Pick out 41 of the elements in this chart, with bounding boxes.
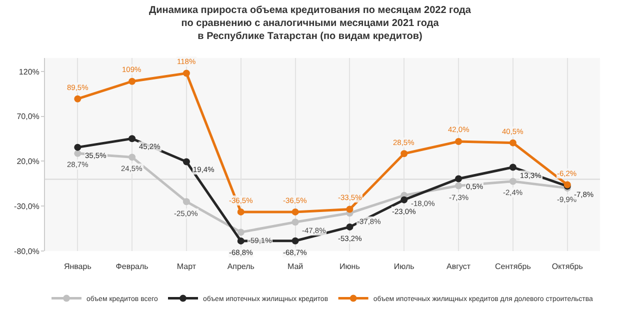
x-tick-label: Сентябрь [495,262,531,271]
x-tick-label: Август [446,262,471,271]
point [509,164,516,171]
x-tick-label: Май [287,262,304,271]
point [292,218,299,226]
x-tick-label: Июнь [340,262,360,271]
point [509,139,516,146]
point [292,208,299,216]
point [128,135,136,142]
point [400,196,408,204]
point [346,206,354,213]
point [74,95,82,102]
y-tick-label: 20,0% [16,157,40,166]
point [182,70,190,77]
point [74,144,82,151]
point [509,178,516,185]
point [237,228,244,236]
x-tick-label: Апрель [227,262,254,271]
x-tick-label: Октябрь [552,262,583,271]
y-tick-label: 120% [18,67,40,76]
y-tick-label: 70,0% [16,112,40,122]
point [455,175,462,182]
point [455,182,462,190]
x-tick-label: Март [176,262,196,271]
point [346,223,354,230]
point [74,150,82,157]
point [182,158,190,166]
point [237,208,244,216]
point [128,78,136,85]
point [292,237,299,244]
y-tick-label: -80,0% [14,246,40,256]
point [237,237,244,244]
x-tick-label: Февраль [116,262,148,271]
point [182,198,190,206]
point [455,138,462,145]
point [128,154,136,161]
point [400,150,408,158]
x-tick-label: Январь [64,262,92,271]
y-tick-label: -30,0% [14,202,40,211]
x-tick-label: Июль [394,262,414,271]
chart-title: Динамика прироста объема кредитования по месяцам 2022 года по сравнению с аналогичными месяцами 2021 года в Республике Татарстан (по видам кредитов) [149,5,472,42]
